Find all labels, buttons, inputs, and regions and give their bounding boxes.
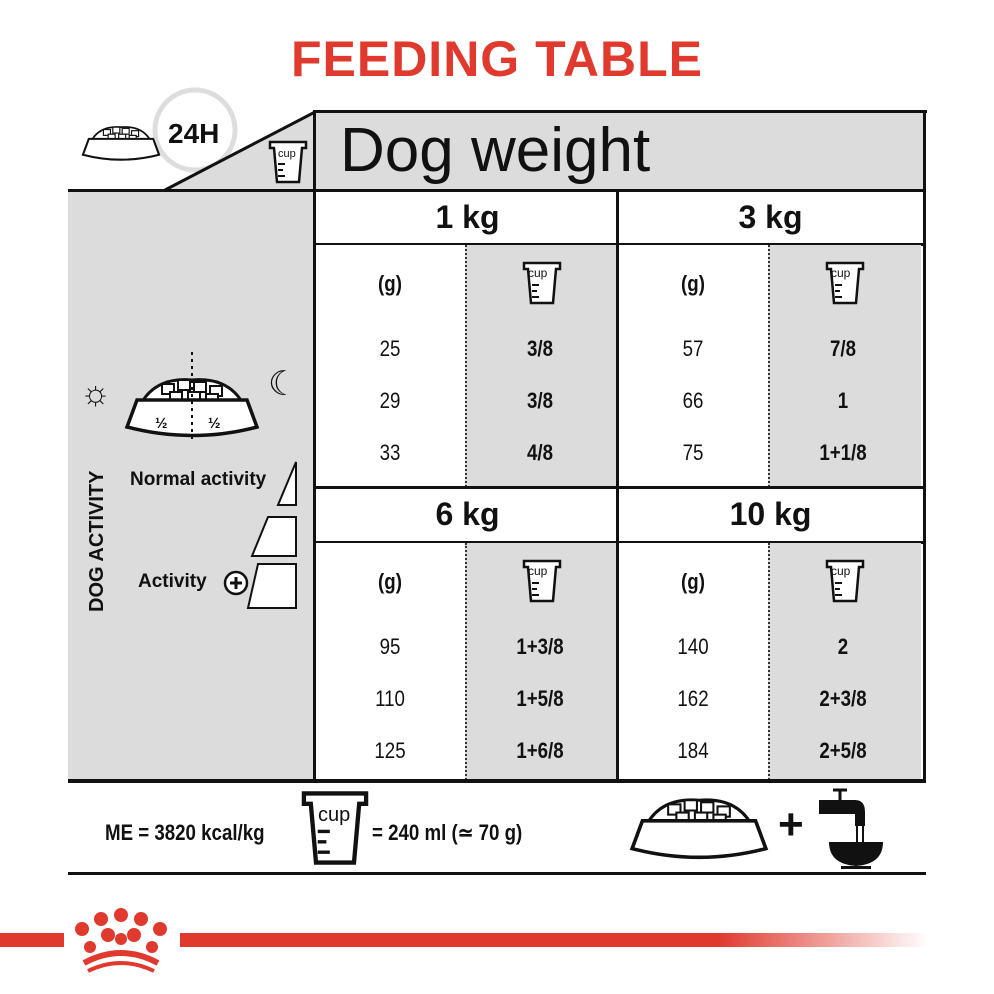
divider [68,872,926,875]
cup-icon [268,140,308,184]
cups-value: 1+6/8 [516,738,564,763]
cups-value: 2+3/8 [819,686,867,711]
cup-label: cup [831,564,851,578]
cup-label: cup [831,266,851,280]
period-label: 24H [168,118,220,149]
cup-equivalence: = 240 ml (≃ 70 g) [372,820,523,845]
water-faucet-icon [819,788,883,869]
divider [315,243,620,246]
cups-value: 1+3/8 [516,634,564,659]
cups-value: 2 [837,634,849,659]
cups-value: 3/8 [526,336,554,361]
grams-header: (g) [681,271,705,296]
cup-label: cup [278,148,296,160]
food-bowl-icon [626,792,772,864]
divider [618,541,923,544]
weight-label: 10 kg [618,487,923,542]
plus-sign: + [778,800,804,849]
divider [68,779,926,783]
cups-value: 7/8 [829,336,857,361]
grams-value: 29 [379,388,401,413]
cups-value: 3/8 [526,388,554,413]
grams-column [315,245,465,487]
cups-value: 2+5/8 [819,738,867,763]
cups-value: 1+5/8 [516,686,564,711]
moon-icon: ☾ [268,365,299,403]
divider [768,543,770,780]
grams-header: (g) [378,271,402,296]
grams-header: (g) [681,569,705,594]
grams-value: 125 [374,738,406,763]
grams-value: 57 [682,336,704,361]
brand-bar-left [0,933,64,947]
half-right: ½ [208,415,221,432]
grams-value: 162 [677,686,709,711]
clock-icon [152,87,238,173]
activity-panel [68,190,315,780]
crown-logo [75,908,167,973]
activity-steps-icon [223,461,297,609]
weight-header-title: Dog weight [340,116,651,185]
normal-activity-label: Normal activity [130,469,267,490]
cup-label: cup [528,266,548,280]
divider [465,245,467,487]
divider [315,541,620,544]
grams-column [618,543,768,780]
grams-column [618,245,768,487]
grams-value: 110 [375,686,405,711]
grams-value: 33 [379,440,401,465]
cup-label: cup [528,564,548,578]
brand-bar [180,933,928,947]
grams-value: 66 [682,388,704,413]
divider [618,243,923,246]
grams-header: (g) [378,569,402,594]
weight-label: 6 kg [315,487,620,542]
section-label: DOG ACTIVITY [86,470,108,612]
weight-label: 3 kg [618,190,923,245]
cups-value: 1 [837,388,849,413]
divider [616,190,619,780]
divider [465,543,467,780]
activity-label: Activity [138,571,207,592]
cup-icon [300,790,370,866]
energy-value: ME = 3820 kcal/kg [105,820,265,845]
cups-value: 1+1/8 [819,440,867,465]
grams-value: 25 [379,336,401,361]
cup-label: cup [318,804,351,826]
grams-value: 184 [677,738,709,763]
half-left: ½ [155,415,168,432]
grams-value: 95 [379,634,401,659]
split-bowl-icon [125,352,259,440]
grams-column [315,543,465,780]
cups-value: 4/8 [526,440,554,465]
divider [68,189,925,192]
divider [768,245,770,487]
divider [313,110,927,113]
grams-value: 75 [682,440,704,465]
page-title: FEEDING TABLE [290,31,704,87]
weight-header [315,112,925,190]
sun-icon: ☼ [80,374,112,412]
weight-label: 1 kg [315,190,620,245]
divider [923,110,926,782]
divider [313,110,316,782]
divider [618,486,923,489]
grams-value: 140 [677,634,709,659]
divider [315,486,620,489]
